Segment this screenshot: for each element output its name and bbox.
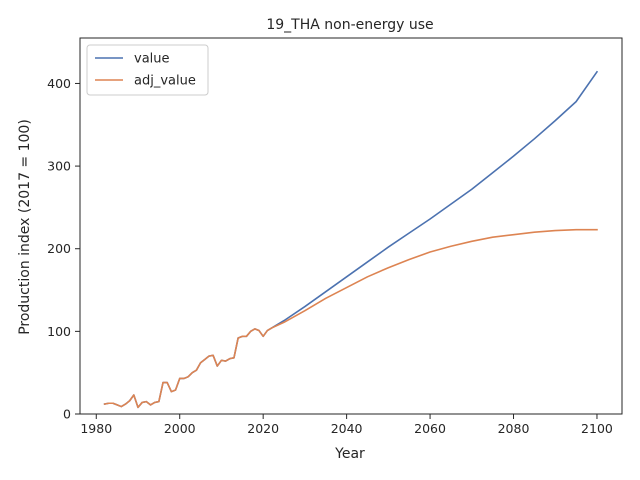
- chart-title: 19_THA non-energy use: [266, 17, 433, 33]
- legend: value adj_value: [86, 44, 209, 96]
- x-axis: 1980 2000 2020 2040 2060 2080 2100: [80, 414, 613, 436]
- x-tick-label: 2060: [414, 421, 446, 436]
- legend-label: adj_value: [134, 74, 196, 89]
- y-tick-label: 300: [47, 159, 71, 174]
- series-line-adj-value: [103, 228, 598, 409]
- x-tick-label: 2100: [581, 421, 613, 436]
- y-tick-label: 0: [63, 407, 71, 422]
- y-tick-label: 100: [47, 324, 71, 339]
- y-tick-label: 200: [47, 241, 71, 256]
- y-tick-label: 400: [47, 76, 71, 91]
- x-axis-label: Year: [334, 446, 365, 462]
- x-tick-label: 2020: [247, 421, 279, 436]
- x-tick-label: 2000: [164, 421, 196, 436]
- y-axis: 0 100 200 300 400: [47, 76, 80, 422]
- x-tick-label: 2040: [331, 421, 363, 436]
- plot-frame: [79, 37, 623, 415]
- series-lines: [103, 70, 599, 409]
- x-tick-label: 1980: [80, 421, 112, 436]
- y-axis-label: Production index (2017 = 100): [17, 119, 33, 335]
- x-tick-label: 2080: [498, 421, 530, 436]
- plot-area: [79, 37, 623, 415]
- legend-label: value: [134, 52, 170, 67]
